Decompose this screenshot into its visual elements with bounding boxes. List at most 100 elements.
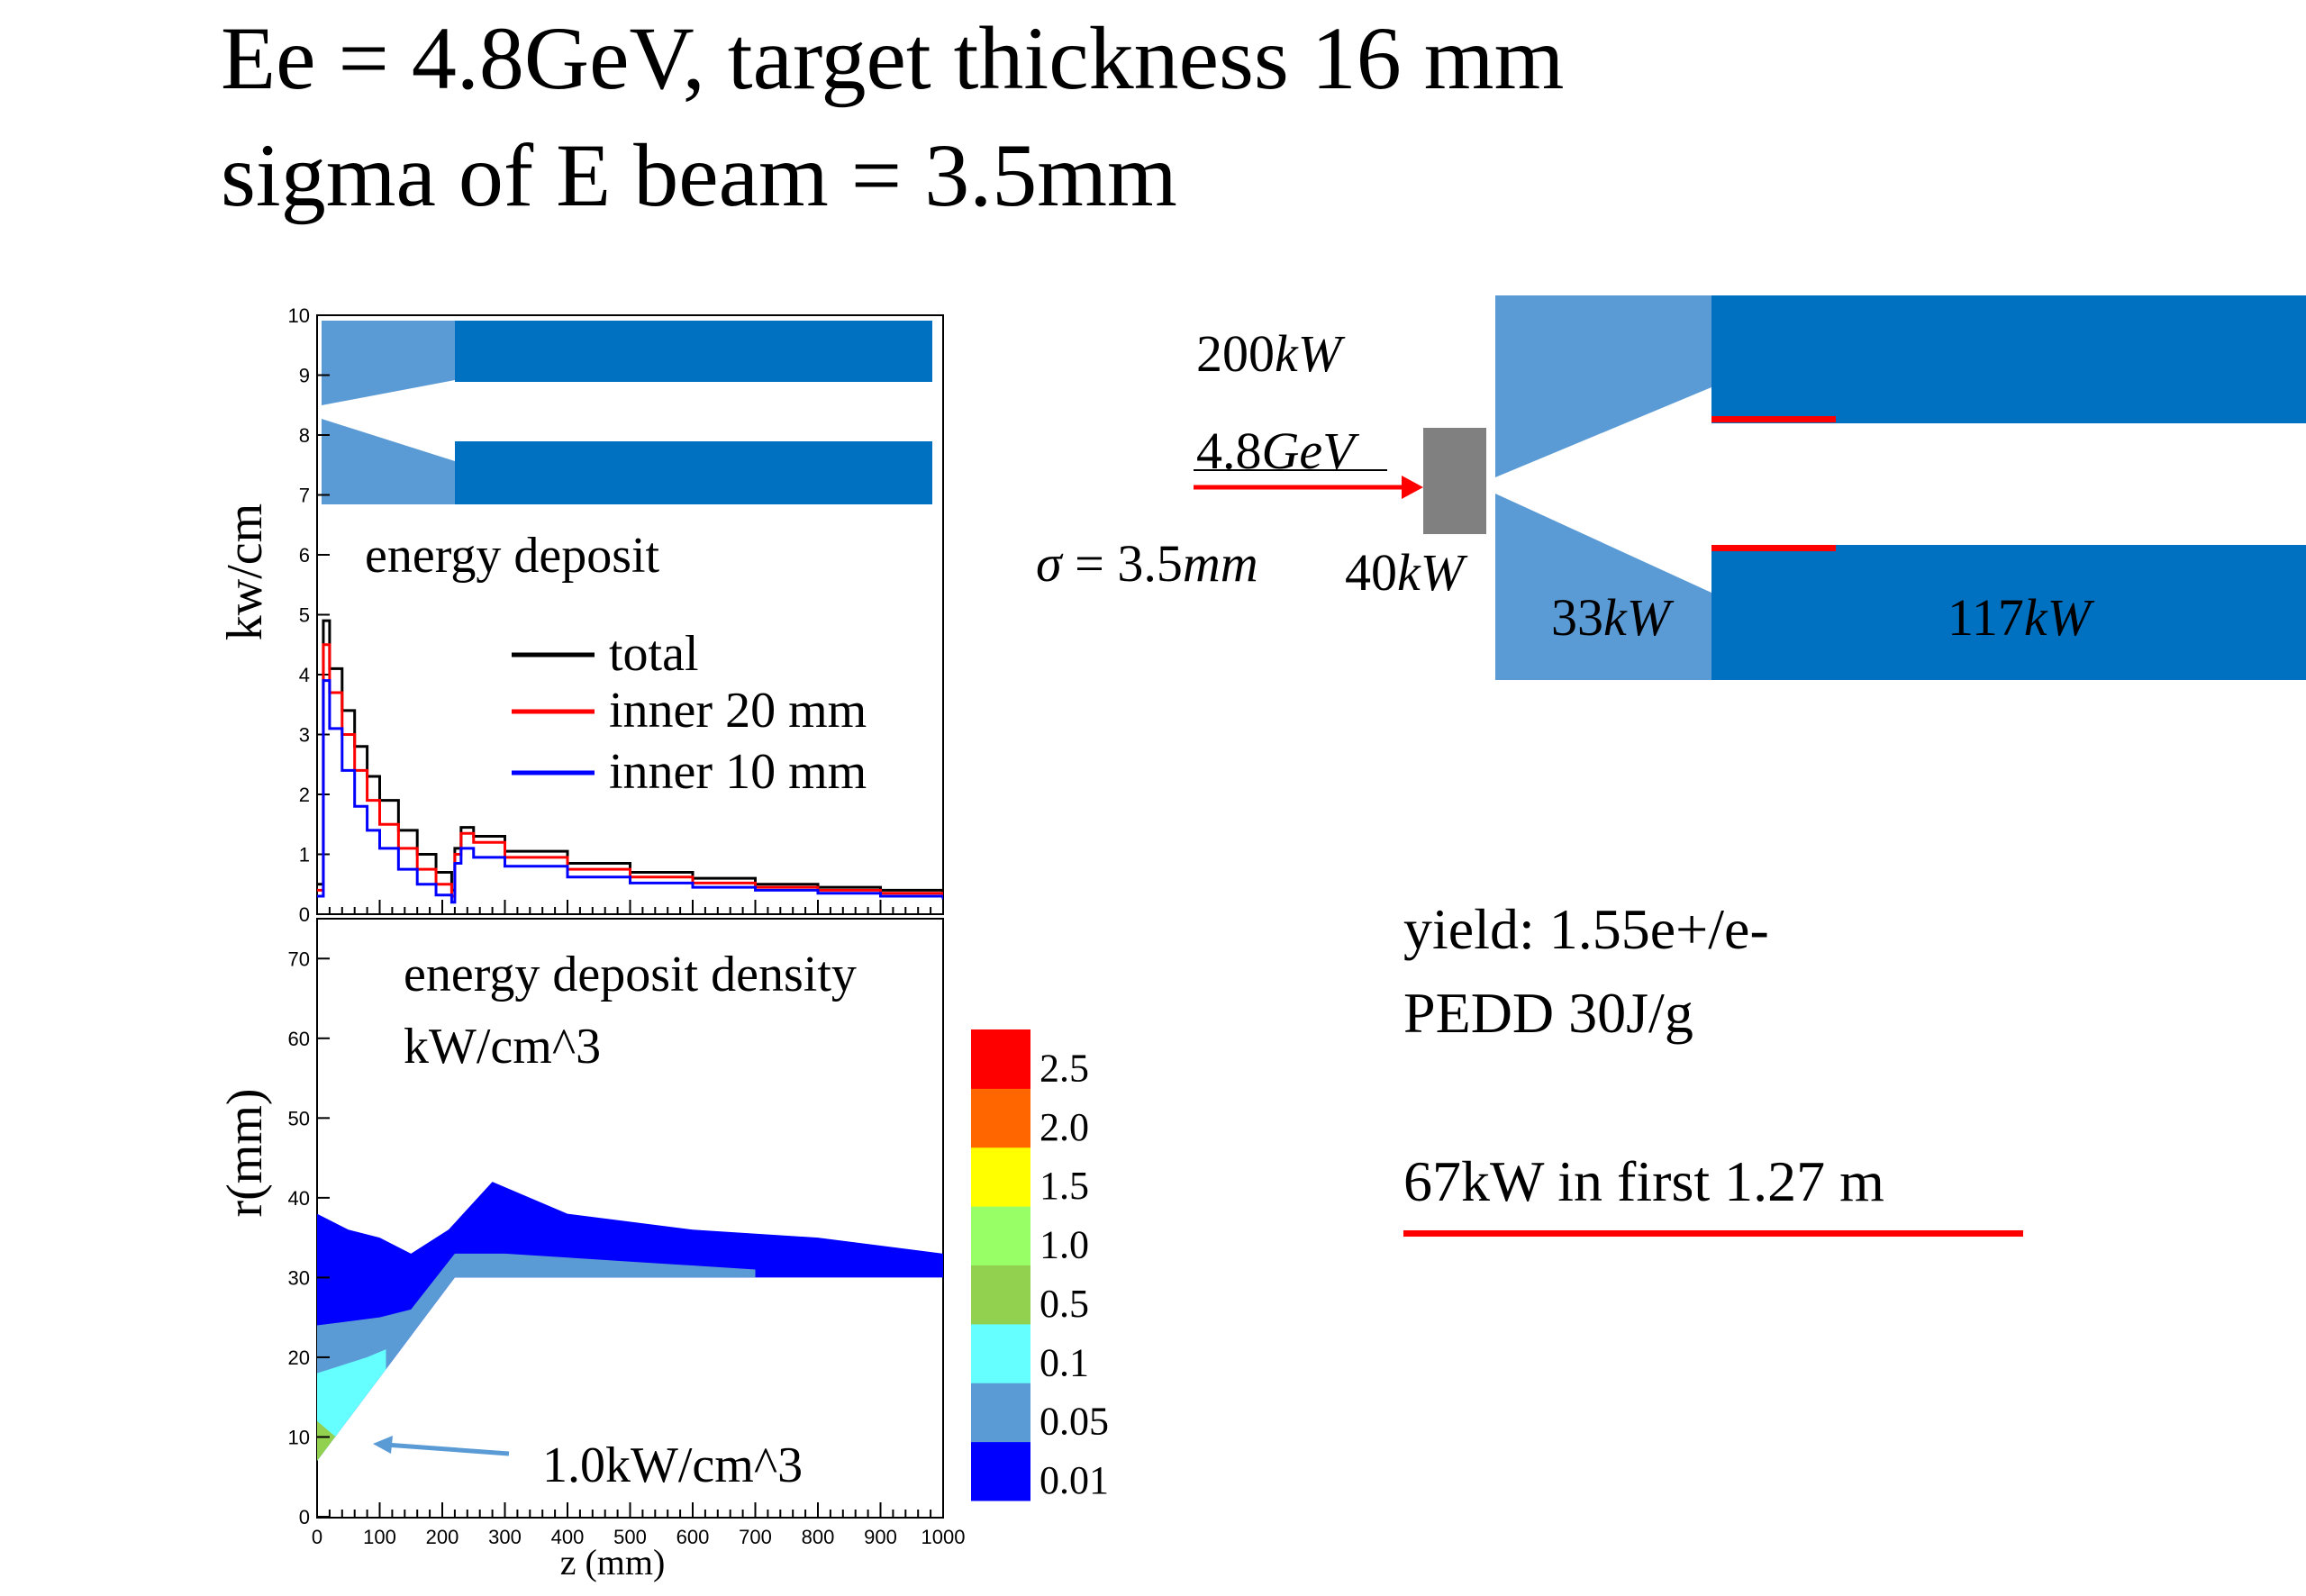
bottom-y-tick-label: 60 (288, 1028, 310, 1050)
schematic-red-strip-lower (1711, 545, 1836, 551)
colorbar-swatch-1.0 (971, 1206, 1030, 1265)
top-y-tick-label: 6 (299, 544, 310, 567)
bottom-x-tick-label: 700 (739, 1526, 772, 1548)
bottom-x-tick-label: 100 (363, 1526, 396, 1548)
top-y-axis-label: kw/cm (217, 503, 273, 640)
top-y-tick-label: 8 (299, 424, 310, 447)
top-y-tick-label: 2 (299, 784, 310, 806)
bottom-x-tick-label: 400 (551, 1526, 585, 1548)
top-series-inner-10-mm (317, 679, 943, 904)
target-power-label: 40kW (1345, 543, 1468, 602)
colorbar-label: 2.0 (1040, 1105, 1089, 1149)
bottom-y-axis-label: r(mm) (217, 1088, 273, 1217)
target-block (1423, 428, 1486, 534)
top-series-group (317, 619, 943, 904)
annotation-arrow-head (373, 1436, 393, 1454)
schematic-red-strip-upper (1711, 416, 1836, 422)
beam-arrow-head (1402, 476, 1423, 499)
peak-annotation: 1.0kW/cm^3 (373, 1436, 803, 1493)
bottom-x-tick-label: 1000 (921, 1526, 966, 1548)
bottom-x-tick-label: 500 (613, 1526, 647, 1548)
slide-title-line1: Ee = 4.8GeV, target thickness 16 mm (221, 8, 1565, 108)
bottom-y-tick-label: 30 (288, 1266, 310, 1289)
yield-text: yield: 1.55e+/e- (1403, 897, 1769, 961)
schematic-cone-lower (1495, 494, 1711, 680)
beam-sigma-label: σ = 3.5mm (1036, 534, 1258, 593)
colorbar-label: 0.01 (1040, 1458, 1109, 1502)
bottom-y-tick-label: 10 (288, 1426, 310, 1448)
top-y-axis: 0 1 2 3 4 5 6 7 8 9 10 (288, 304, 330, 926)
schematic-tube-upper (1711, 295, 2306, 423)
top-y-tick-label: 0 (299, 903, 310, 926)
legend-label-total: total (609, 626, 699, 682)
density-region-0.01 (317, 1182, 943, 1462)
bottom-x-tick-label: 300 (488, 1526, 522, 1548)
target-schematic: 200kW 4.8GeV σ = 3.5mm 40kW 33kW 117kW (1036, 295, 2306, 680)
bottom-plot-frame (316, 918, 944, 1519)
inset-tube-lower (455, 441, 932, 504)
colorbar-label: 0.05 (1040, 1400, 1109, 1444)
beam-power-label: 200kW (1196, 324, 1346, 383)
density-region-0.1 (317, 1349, 386, 1462)
bottom-y-tick-label: 50 (288, 1107, 310, 1129)
power-first-underline (1403, 1230, 2023, 1237)
inset-cone-upper (322, 321, 455, 405)
tube-power-label: 117kW (1947, 588, 2095, 647)
density-regions (317, 1182, 943, 1462)
legend-label-inner-10: inner 10 mm (609, 744, 867, 800)
cone-power-label: 33kW (1551, 588, 1675, 647)
top-y-tick-label: 5 (299, 604, 310, 627)
beam-energy-label: 4.8GeV (1196, 422, 1360, 480)
density-region-0.05 (317, 1253, 756, 1462)
top-plot-frame (316, 314, 944, 915)
power-first-text: 67kW in first 1.27 m (1403, 1149, 1884, 1213)
annotation-label: 1.0kW/cm^3 (542, 1437, 803, 1493)
colorbar-swatch-0.5 (971, 1265, 1030, 1325)
inset-schematic (322, 321, 932, 504)
colorbar-label: 2.5 (1040, 1046, 1089, 1090)
top-y-tick-label: 9 (299, 365, 310, 387)
schematic-tube-lower (1711, 545, 2306, 680)
bottom-y-tick-label: 40 (288, 1187, 310, 1210)
colorbar-swatch-0.1 (971, 1323, 1030, 1383)
top-x-axis (316, 900, 944, 914)
colorbar-label: 1.5 (1040, 1164, 1089, 1208)
colorbar: 0.01 0.05 0.1 0.5 1.0 1.5 2.0 2.5 (971, 1029, 1109, 1502)
bottom-x-tick-label: 600 (676, 1526, 710, 1548)
energy-deposit-chart: 0 1 2 3 4 5 6 7 8 9 10 energy deposit kw/cm total … (217, 304, 944, 926)
colorbar-swatch-0.01 (971, 1441, 1030, 1501)
colorbar-label: 1.0 (1040, 1223, 1089, 1267)
bottom-x-tick-label: 0 (312, 1526, 322, 1548)
bottom-chart-unit: kW/cm^3 (404, 1019, 601, 1075)
top-legend: total inner 20 mm inner 10 mm (512, 626, 867, 800)
schematic-cone-upper (1495, 295, 1711, 477)
bottom-x-axis-label: z (mm) (560, 1542, 666, 1582)
bottom-y-tick-label: 0 (299, 1506, 310, 1528)
colorbar-swatch-2.0 (971, 1088, 1030, 1148)
bottom-x-tick-label: 900 (864, 1526, 897, 1548)
top-y-tick-label: 10 (288, 304, 310, 327)
colorbar-swatch-2.5 (971, 1029, 1030, 1089)
energy-deposit-density-chart: 0 10 20 30 40 50 60 70 0 100 200 300 400 500 600 700 80… (217, 918, 1109, 1582)
bottom-x-tick-label: 200 (426, 1526, 459, 1548)
inset-cone-lower (322, 419, 455, 504)
bottom-chart-title: energy deposit density (404, 947, 857, 1002)
colorbar-swatch-1.5 (971, 1147, 1030, 1207)
slide-title-line2: sigma of E beam = 3.5mm (221, 125, 1177, 225)
bottom-y-tick-label: 70 (288, 948, 310, 970)
bottom-y-tick-label: 20 (288, 1347, 310, 1369)
annotation-arrow-line (385, 1442, 510, 1456)
top-chart-title: energy deposit (365, 528, 660, 584)
colorbar-swatch-0.05 (971, 1383, 1030, 1443)
bottom-x-axis: 0 100 200 300 400 500 600 700 800 900 1000 (312, 1502, 966, 1548)
top-y-tick-label: 3 (299, 724, 310, 747)
top-y-tick-label: 4 (299, 664, 310, 686)
inset-tube-upper (455, 321, 932, 382)
bottom-y-axis: 0 10 20 30 40 50 60 70 (288, 948, 330, 1528)
density-region-0.5 (317, 1420, 336, 1462)
top-y-tick-label: 7 (299, 485, 310, 507)
colorbar-label: 0.1 (1040, 1340, 1089, 1384)
pedd-text: PEDD 30J/g (1403, 981, 1693, 1045)
bottom-x-tick-label: 800 (802, 1526, 835, 1548)
